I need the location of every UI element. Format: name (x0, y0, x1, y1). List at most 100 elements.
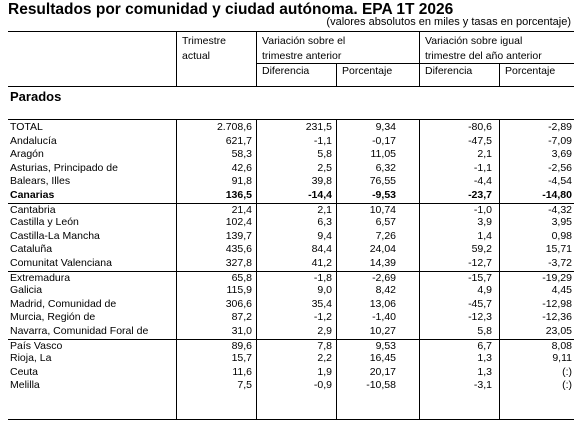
table-row: Melilla 7,5 -0,9 -10,58 -3,1 (:) (8, 379, 574, 393)
table-cell: -80,6 (468, 121, 492, 133)
table-cell: 87,2 (231, 311, 252, 324)
header-bottom-rule (8, 86, 574, 87)
header-separator (176, 31, 177, 86)
table-cell: 31,0 (231, 325, 252, 337)
table-row: Canarias 136,5 -14,4 -9,53 -23,7 -14,80 (8, 189, 574, 203)
table-cell: -1,2 (313, 311, 332, 324)
column-separator (419, 119, 420, 419)
table-cell: 10,27 (369, 325, 396, 337)
table-cell: 3,69 (551, 148, 572, 161)
table-cell: 59,2 (471, 243, 492, 256)
table-cell: 102,4 (225, 216, 252, 229)
table-cell: -1,0 (473, 203, 492, 216)
table-row: Castilla-La Mancha 139,7 9,4 7,26 1,4 0,98 (8, 230, 574, 244)
row-label: Extremadura (10, 271, 71, 284)
table-cell: 58,3 (231, 148, 252, 161)
table-row: Cantabria 21,4 2,1 10,74 -1,0 -4,32 (8, 202, 574, 218)
table-cell: 8,42 (375, 284, 396, 297)
row-label: Aragón (10, 148, 44, 161)
row-label: Cantabria (10, 203, 56, 216)
table-cell: 23,05 (545, 325, 572, 337)
table-row: Extremadura 65,8 -1,8 -2,69 -15,7 -19,29 (8, 270, 574, 286)
page-subtitle: (valores absolutos en miles y tasas en p… (326, 16, 571, 28)
table-cell: 1,9 (317, 365, 332, 378)
body-top-rule (8, 119, 574, 120)
row-label: Galicia (10, 284, 43, 297)
table-cell: 9,53 (375, 339, 396, 352)
table-cell: -1,8 (313, 271, 332, 284)
table-row: Comunitat Valenciana 327,8 41,2 14,39 -12,7 -… (8, 257, 574, 271)
column-separator (176, 119, 177, 419)
table-cell: 91,8 (231, 175, 252, 188)
table-cell: 0,98 (551, 229, 572, 242)
header-top-rule (8, 31, 574, 32)
table-row: Asturias, Principado de 42,6 2,5 6,32 -1,1 -2… (8, 162, 574, 176)
table-cell: 7,26 (375, 229, 396, 242)
table-cell: -2,89 (548, 121, 572, 133)
table-cell: 9,4 (317, 229, 332, 242)
table-cell: -47,5 (468, 134, 492, 147)
table-cell: 7,5 (237, 379, 252, 392)
group2-line2: trimestre del año anterior (425, 50, 542, 62)
col-diferencia-header: Diferencia (425, 65, 473, 77)
header-subgroup-rule (256, 63, 574, 64)
table-cell: -2,69 (372, 271, 396, 284)
table-cell: 4,45 (551, 284, 572, 297)
table-cell: 16,45 (369, 352, 396, 365)
table-cell: -15,7 (468, 271, 492, 284)
table-row: Aragón 58,3 5,8 11,05 2,1 3,69 (8, 148, 574, 162)
col-trimestre-line1: Trimestre (182, 35, 226, 47)
col-porcentaje-header: Porcentaje (505, 65, 556, 77)
table-cell: 84,4 (311, 243, 332, 256)
row-label: Andalucía (10, 134, 57, 147)
column-separator (336, 119, 337, 419)
table-cell: 41,2 (311, 257, 332, 269)
group-anio-anterior-header: Variación sobre igual trimestre del año … (425, 34, 542, 64)
row-label: Melilla (10, 379, 40, 392)
table-cell: -2,56 (548, 161, 572, 174)
table-cell: 136,5 (225, 189, 252, 201)
table-row: Andalucía 621,7 -1,1 -0,17 -47,5 -7,09 (8, 135, 574, 149)
table-cell: 76,55 (369, 175, 396, 188)
table-cell: -7,09 (548, 134, 572, 147)
row-label: País Vasco (10, 339, 63, 352)
table-cell: 15,7 (231, 352, 252, 365)
table-cell: 6,3 (317, 216, 332, 229)
table-cell: 6,57 (375, 216, 396, 229)
table-cell: 15,71 (545, 243, 572, 256)
row-label: Cataluña (10, 243, 53, 256)
table-cell: -0,17 (372, 134, 396, 147)
table-cell: 2.708,6 (216, 121, 252, 133)
table-cell: 6,7 (477, 339, 492, 352)
table-cell: 11,6 (232, 365, 252, 378)
table-cell: 7,8 (317, 339, 332, 352)
table-cell: 2,1 (477, 148, 492, 161)
header-separator (256, 31, 257, 86)
table-cell: 13,06 (369, 297, 396, 310)
table-cell: -12,7 (468, 257, 492, 269)
table-cell: 9,11 (552, 352, 572, 365)
table-cell: 89,6 (231, 339, 252, 352)
row-label: Balears, Illes (10, 175, 71, 188)
table-row: TOTAL 2.708,6 231,5 9,34 -80,6 -2,89 (8, 121, 574, 135)
table-cell: -14,4 (308, 189, 332, 201)
row-label: Castilla y León (10, 216, 79, 229)
table-cell: 3,95 (551, 216, 572, 229)
section-title: Parados (10, 89, 62, 104)
table-row: Cataluña 435,6 84,4 24,04 59,2 15,71 (8, 243, 574, 257)
table-cell: 1,3 (477, 352, 492, 365)
table-cell: -4,4 (473, 175, 492, 188)
table-cell: 2,5 (317, 161, 332, 174)
row-label: Murcia, Región de (10, 311, 96, 324)
table-cell: 11,05 (370, 148, 397, 161)
table-cell: 1,3 (477, 365, 492, 378)
table-cell: -9,53 (372, 189, 396, 201)
table-cell: 10,74 (369, 203, 396, 216)
group1-line2: trimestre anterior (262, 50, 342, 62)
table-cell: -19,29 (542, 271, 572, 284)
table-cell: 5,8 (477, 325, 492, 337)
table-cell: -12,3 (468, 311, 492, 324)
row-label: Canarias (10, 189, 55, 201)
column-separator (499, 119, 500, 419)
table-cell: -4,54 (548, 175, 572, 188)
